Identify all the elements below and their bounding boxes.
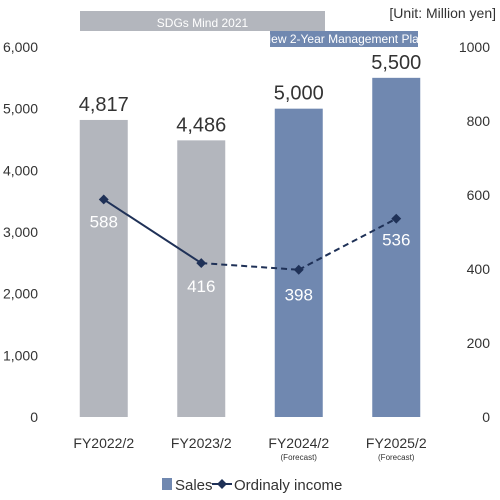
income-line-segment-dashed bbox=[298, 217, 397, 271]
category-note: (Forecast) bbox=[281, 453, 318, 462]
income-value-label: 588 bbox=[90, 212, 118, 231]
legend-sales-swatch bbox=[162, 478, 172, 490]
category-label: FY2022/2 bbox=[73, 435, 134, 451]
left-tick-label: 1,000 bbox=[3, 347, 38, 363]
left-tick-label: 2,000 bbox=[3, 286, 38, 302]
right-tick-label: 200 bbox=[467, 335, 491, 351]
left-tick-label: 3,000 bbox=[3, 224, 38, 240]
left-tick-label: 5,000 bbox=[3, 101, 38, 117]
category-note: (Forecast) bbox=[378, 453, 415, 462]
legend: Sales Ordinaly income bbox=[162, 477, 342, 494]
category-label: FY2025/2 bbox=[366, 435, 427, 451]
sales-value-label: 5,000 bbox=[274, 83, 324, 105]
category-label: FY2024/2 bbox=[268, 435, 329, 451]
sales-value-labels: 4,817 4,486 5,000 5,500 bbox=[79, 52, 422, 137]
income-value-label: 536 bbox=[382, 231, 410, 250]
income-value-label: 416 bbox=[187, 277, 215, 296]
income-value-label: 398 bbox=[285, 286, 313, 305]
sales-bars bbox=[79, 77, 421, 418]
left-tick-label: 6,000 bbox=[3, 39, 38, 55]
category-label: FY2023/2 bbox=[171, 435, 232, 451]
income-point bbox=[293, 264, 304, 275]
income-point bbox=[391, 213, 402, 224]
legend-income-label: Ordinaly income bbox=[234, 477, 342, 494]
unit-label: [Unit: Million yen] bbox=[389, 5, 496, 21]
sales-bar bbox=[177, 140, 226, 417]
left-tick-label: 4,000 bbox=[3, 162, 38, 178]
ordinary-income-line bbox=[98, 194, 402, 275]
income-point bbox=[196, 258, 207, 269]
right-tick-label: 1000 bbox=[459, 39, 490, 55]
banner-label-1: New 2-Year Management Plan bbox=[263, 32, 426, 46]
right-tick-label: 600 bbox=[467, 187, 491, 203]
income-line-segment-dashed bbox=[201, 262, 299, 271]
banner-1 bbox=[270, 31, 418, 47]
income-line-segment bbox=[103, 198, 202, 264]
sales-value-label: 4,486 bbox=[176, 114, 226, 136]
banner-label-0: SDGs Mind 2021 bbox=[157, 16, 249, 30]
right-tick-label: 400 bbox=[467, 261, 491, 277]
right-y-axis: 0 200 400 600 800 1000 bbox=[459, 39, 490, 425]
income-point bbox=[98, 194, 109, 205]
right-tick-label: 0 bbox=[482, 409, 490, 425]
sales-bar bbox=[372, 77, 421, 417]
x-axis: FY2022/2 FY2023/2 FY2024/2 (Forecast) FY2025… bbox=[73, 435, 426, 462]
sales-value-label: 4,817 bbox=[79, 94, 129, 116]
legend-income-marker bbox=[217, 479, 227, 489]
sales-value-label: 5,500 bbox=[371, 52, 421, 74]
right-tick-label: 800 bbox=[467, 113, 491, 129]
legend-sales-label: Sales bbox=[175, 477, 213, 494]
left-y-axis: 0 1,000 2,000 3,000 4,000 5,000 6,000 bbox=[3, 39, 38, 425]
ordinary-income-value-labels: 588 416 398 536 bbox=[90, 212, 411, 304]
sales-bar bbox=[274, 108, 323, 418]
period-banners: SDGs Mind 2021 New 2-Year Management Plan bbox=[80, 11, 425, 47]
sales-bar bbox=[79, 119, 128, 418]
banner-0 bbox=[80, 11, 325, 31]
left-tick-label: 0 bbox=[30, 409, 38, 425]
